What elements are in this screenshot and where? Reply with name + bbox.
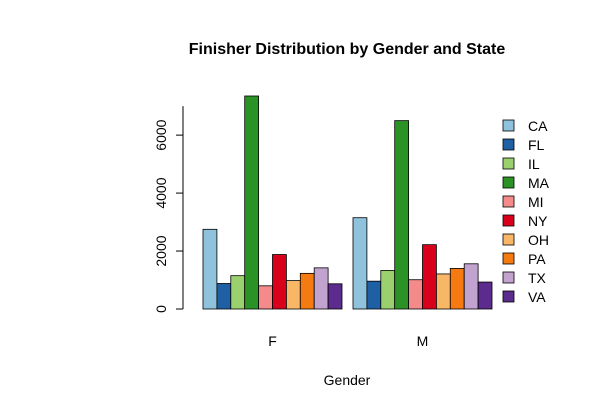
bar-ma-f: [244, 95, 259, 310]
bar-pa-f: [299, 272, 315, 310]
chart-title: Finisher Distribution by Gender and Stat…: [189, 41, 506, 58]
y-tick-label: 2000: [153, 235, 169, 266]
bar-pa-m: [449, 268, 465, 310]
legend-label-va: VA: [528, 289, 546, 305]
legend-label-ca: CA: [528, 118, 548, 134]
legend-swatch-ny: [502, 214, 515, 227]
legend-swatch-oh: [502, 233, 515, 246]
legend: CA FL IL MA MI NY OH PA TX VA: [502, 118, 550, 305]
y-axis: 0 2000 4000 6000: [153, 106, 184, 313]
legend-label-oh: OH: [528, 232, 549, 248]
x-tick-label: M: [417, 333, 429, 349]
bar-mi-f: [258, 285, 273, 310]
bar-mi-m: [408, 279, 423, 310]
bar-ny-f: [272, 254, 287, 310]
y-tick-label: 4000: [153, 177, 169, 208]
bar-tx-f: [313, 267, 329, 310]
legend-swatch-pa: [502, 252, 515, 265]
legend-swatch-ma: [502, 176, 515, 189]
legend-swatch-tx: [502, 271, 515, 284]
legend-label-il: IL: [528, 156, 540, 172]
legend-label-ny: NY: [528, 213, 548, 229]
bar-tx-m: [463, 263, 479, 310]
bar-oh-m: [435, 273, 451, 310]
legend-label-pa: PA: [528, 251, 546, 267]
legend-swatch-ca: [502, 119, 515, 132]
bars: [202, 95, 493, 310]
bar-ny-m: [422, 244, 437, 310]
legend-swatch-il: [502, 157, 515, 170]
bar-oh-f: [285, 280, 301, 310]
y-tick-label: 0: [153, 305, 169, 313]
legend-label-fl: FL: [528, 137, 545, 153]
bar-va-m: [477, 281, 493, 310]
bar-ma-m: [394, 120, 410, 310]
bar-fl-f: [216, 283, 232, 310]
bar-il-m: [380, 270, 396, 310]
bar-ca-f: [202, 228, 218, 310]
x-tick-label: F: [268, 333, 277, 349]
legend-label-mi: MI: [528, 194, 544, 210]
y-tick-label: 6000: [153, 119, 169, 150]
x-axis-label: Gender: [324, 372, 371, 388]
bar-ca-m: [352, 217, 368, 310]
legend-label-tx: TX: [528, 270, 547, 286]
legend-label-ma: MA: [528, 175, 550, 191]
bar-va-f: [327, 283, 343, 310]
legend-swatch-mi: [502, 195, 515, 208]
legend-swatch-fl: [502, 138, 515, 151]
bar-il-f: [230, 275, 246, 310]
legend-swatch-va: [502, 290, 515, 303]
bar-fl-m: [366, 280, 382, 310]
